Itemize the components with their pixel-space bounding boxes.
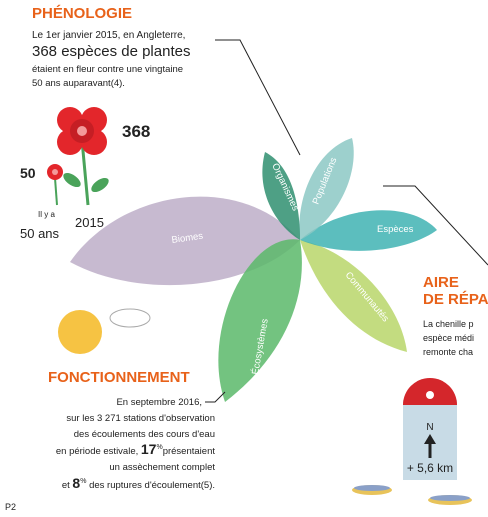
count: 368 [122, 122, 150, 141]
text-line: espèce médi [423, 333, 474, 343]
text-line: 368 espèces de plantes [32, 43, 190, 60]
petal-diagram: Organismes Populations Espèces Communaut… [70, 138, 437, 402]
connector [215, 40, 300, 155]
text-line: un assèchement complet [109, 462, 215, 473]
section-title: AIRE [423, 274, 459, 291]
text-line: En septembre 2016, [116, 397, 202, 408]
text-line: des écoulements des cours d'eau [74, 429, 215, 440]
text-line: étaient en fleur contre une vingtaine [32, 64, 183, 75]
text: présentaient [163, 446, 216, 457]
caterpillars [352, 485, 472, 505]
page-number: P2 [5, 502, 16, 512]
label: 50 ans [20, 226, 60, 241]
petal-communautes [300, 240, 407, 352]
page: { "phenologie": { "title": "PHÉNOLOGIE",… [0, 0, 488, 517]
section-title: FONCTIONNEMENT [48, 369, 190, 386]
label: 2015 [75, 215, 104, 230]
distance: + 5,6 km [407, 461, 453, 475]
number: 8 [72, 475, 80, 491]
connector [205, 392, 225, 402]
big-flower [57, 107, 111, 205]
count: 50 [20, 165, 36, 181]
small-flower [47, 164, 63, 205]
infographic: Organismes Populations Espèces Communaut… [0, 0, 488, 517]
number: 17 [141, 441, 157, 457]
text-line: sur les 3 271 stations d'observation [66, 413, 215, 424]
compass-label: N [426, 422, 433, 433]
text-line: et 8% des ruptures d'écoulement(5). [62, 475, 215, 491]
text-line: en période estivale, 17%présentaient [56, 441, 215, 457]
text-line: 50 ans auparavant(4). [32, 78, 125, 89]
sun-cloud [58, 309, 150, 354]
text-line: Le 1er janvier 2015, en Angleterre, [32, 30, 185, 41]
section-title: DE RÉPA [423, 291, 488, 308]
label: Il y a [38, 210, 55, 219]
section-title: PHÉNOLOGIE [32, 5, 132, 22]
text-line: remonte cha [423, 347, 473, 357]
text: en période estivale, [56, 446, 141, 457]
text: des ruptures d'écoulement(5). [86, 480, 215, 491]
petal-label: Espèces [377, 224, 414, 235]
text-line: La chenille p [423, 319, 474, 329]
text: et [62, 480, 73, 491]
